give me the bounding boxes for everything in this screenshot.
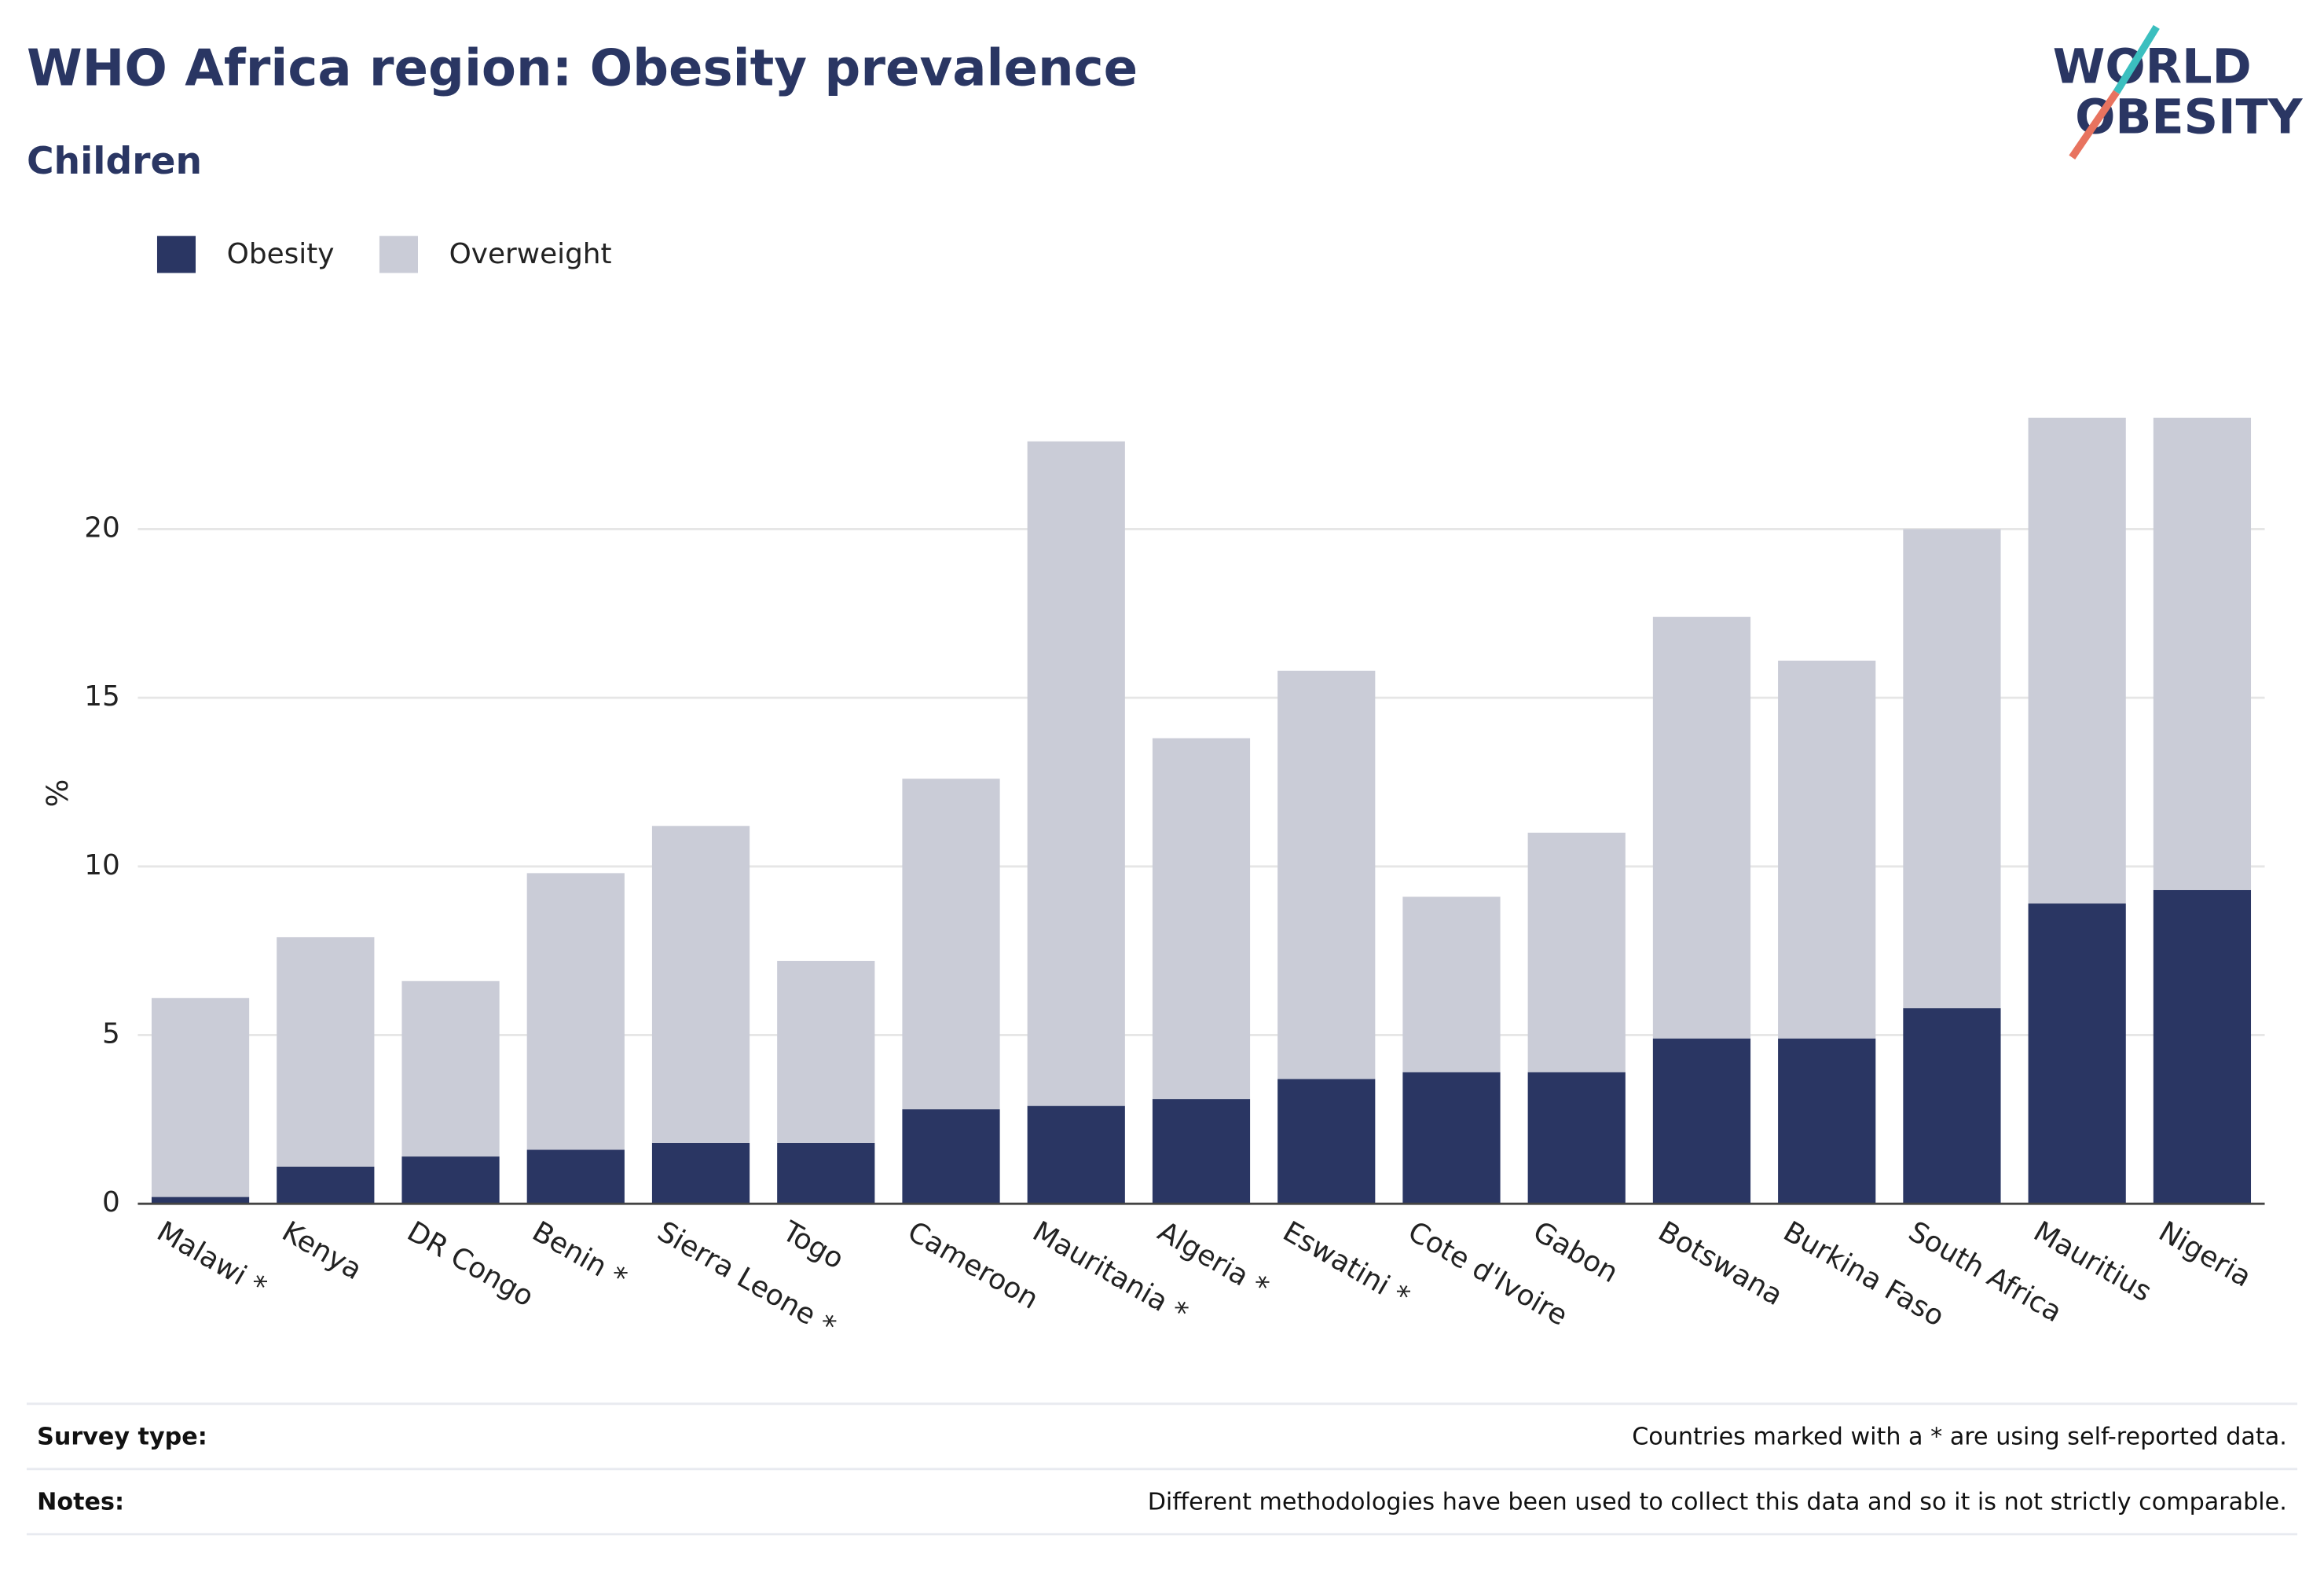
x-tick-label: Botswana <box>1653 1215 1788 1312</box>
bar-segment <box>902 779 1000 1109</box>
bar-segment <box>1152 738 1251 1100</box>
x-tick-label: DR Congo <box>401 1215 539 1314</box>
bar-segment <box>526 873 625 1150</box>
bar-segment <box>2028 417 2126 904</box>
bar-segment <box>151 998 250 1197</box>
bar-segment <box>1903 529 2001 1009</box>
bar-segment <box>2153 889 2252 1204</box>
bar-segment <box>526 1149 625 1204</box>
y-tick-label: 0 <box>102 1186 120 1219</box>
bar-segment <box>1527 1072 1626 1204</box>
bar-segment <box>777 961 875 1143</box>
y-tick-label: 10 <box>84 849 120 881</box>
logo-slash <box>2113 24 2160 94</box>
bar-segment <box>777 1142 875 1204</box>
bar-segment <box>401 1156 500 1204</box>
y-tick-label: 5 <box>102 1017 120 1050</box>
footer-text: Different methodologies have been used t… <box>1148 1489 2287 1516</box>
bar-segment <box>1527 832 1626 1072</box>
x-tick-label: Gabon <box>1527 1215 1623 1289</box>
x-tick-label: Kenya <box>277 1215 367 1286</box>
x-tick-label: Togo <box>776 1215 849 1276</box>
bar-segment <box>1277 670 1376 1079</box>
bar-segment <box>1652 1038 1751 1204</box>
legend-label: Obesity <box>227 238 335 270</box>
logo-slash <box>2069 90 2120 159</box>
bar-segment <box>651 826 750 1143</box>
logo-line: WORLD <box>2053 40 2252 95</box>
footer-label: Survey type: <box>37 1424 207 1451</box>
chart-title: WHO Africa region: Obesity prevalence <box>27 38 1138 97</box>
bar-segment <box>1778 1038 1876 1204</box>
chart-subtitle: Children <box>27 140 202 183</box>
bar-segment <box>1903 1008 2001 1204</box>
footer-label: Notes: <box>37 1489 124 1516</box>
bar-segment <box>1778 660 1876 1039</box>
x-tick-label: Benin * <box>526 1215 632 1295</box>
y-tick-label: 15 <box>84 680 120 713</box>
x-tick-label: Malawi * <box>152 1215 272 1303</box>
bar-segment <box>401 980 500 1157</box>
bar-segment <box>1152 1099 1251 1204</box>
legend-label: Overweight <box>449 238 612 270</box>
x-tick-label: Eswatini * <box>1277 1215 1415 1314</box>
x-tick-label: Cameroon <box>902 1215 1043 1316</box>
y-axis-label: % <box>40 779 75 808</box>
legend-swatch <box>379 236 418 273</box>
bar-segment <box>1652 617 1751 1039</box>
legend-swatch <box>156 236 196 273</box>
bar-segment <box>1027 1105 1125 1204</box>
bar-segment <box>651 1142 750 1204</box>
footer-text: Countries marked with a * are using self… <box>1632 1424 2287 1451</box>
bar-segment <box>1027 441 1125 1106</box>
bar-segment <box>277 936 375 1167</box>
bar-segment <box>2153 417 2252 890</box>
bar-segment <box>1402 1072 1501 1204</box>
bar-segment <box>902 1109 1000 1204</box>
bar-segment <box>1277 1079 1376 1204</box>
x-tick-label: Nigeria <box>2154 1215 2257 1294</box>
y-tick-label: 20 <box>84 511 120 544</box>
bar-segment <box>151 1197 250 1204</box>
bar-segment <box>2028 903 2126 1204</box>
bar-segment <box>1402 896 1501 1072</box>
bar-segment <box>277 1166 375 1204</box>
